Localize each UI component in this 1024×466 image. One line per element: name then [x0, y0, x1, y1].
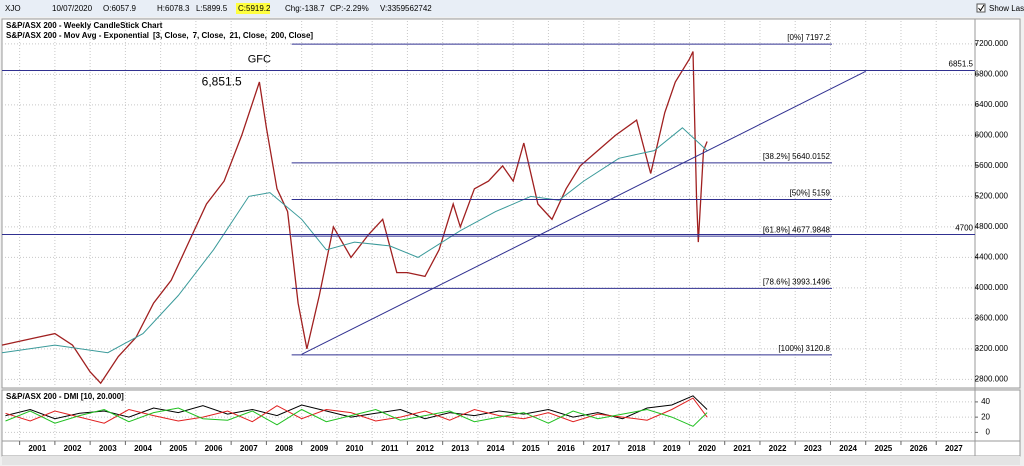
show-last-checkbox[interactable]	[976, 3, 986, 13]
y-tick-label: 0	[986, 427, 991, 436]
y-tick-label: 2800.000	[975, 374, 1009, 383]
trendline	[301, 70, 866, 355]
fib-label: [0%] 7197.2	[787, 33, 830, 42]
x-tick-label: 2026	[910, 444, 928, 453]
change: Chg:-138.7	[285, 4, 325, 13]
y-tick-label: 3600.000	[975, 313, 1009, 322]
checkmark	[978, 4, 985, 12]
symbol: XJO	[5, 4, 21, 13]
change-pct: CP:-2.29%	[330, 4, 369, 13]
low: L:5899.5	[196, 4, 228, 13]
series-line	[5, 397, 708, 424]
x-tick-label: 2027	[945, 444, 963, 453]
y-tick-label: 4400.000	[975, 252, 1009, 261]
x-tick-label: 2013	[451, 444, 469, 453]
pane-title: S&P/ASX 200 - Weekly CandleStick Chart	[6, 21, 163, 30]
series-line	[5, 407, 708, 427]
x-tick-label: 2012	[416, 444, 434, 453]
open: O:6057.9	[103, 4, 136, 13]
x-tick-label: 2007	[240, 444, 258, 453]
x-tick-label: 2024	[839, 444, 857, 453]
x-tick-label: 2002	[64, 444, 82, 453]
x-tick-label: 2021	[733, 444, 751, 453]
y-tick-label: 5200.000	[975, 191, 1009, 200]
x-tick-label: 2016	[557, 444, 575, 453]
series-line	[5, 395, 708, 420]
y-tick-label: 6800.000	[975, 69, 1009, 78]
fib-label: [50%] 5159	[790, 189, 831, 198]
series-line	[1, 127, 708, 354]
ma-legend: [3, Close,	[153, 31, 189, 40]
fib-label: [38.2%] 5640.0152	[763, 152, 831, 161]
x-tick-label: 2025	[874, 444, 892, 453]
fib-label: [100%] 3120.8	[778, 344, 830, 353]
x-tick-label: 2003	[99, 444, 117, 453]
y-tick-label: 7200.000	[975, 39, 1009, 48]
show-last-label[interactable]: Show Last	[989, 4, 1024, 13]
price-pane	[1, 18, 1021, 389]
x-tick-label: 2006	[205, 444, 223, 453]
x-tick-label: 2001	[28, 444, 46, 453]
x-tick-label: 2011	[381, 444, 399, 453]
x-tick-label: 2009	[310, 444, 328, 453]
y-tick-label: 6000.000	[975, 130, 1009, 139]
y-tick-label: 6400.000	[975, 100, 1009, 109]
volume: V:3359562742	[380, 4, 432, 13]
series-line	[1, 51, 708, 385]
x-tick-label: 2018	[628, 444, 646, 453]
scrollbar	[2, 456, 1020, 465]
close-highlight	[236, 3, 270, 14]
x-tick-label: 2015	[522, 444, 540, 453]
x-tick-label: 2010	[346, 444, 364, 453]
x-tick-label: 2005	[169, 444, 187, 453]
x-tick-label: 2017	[592, 444, 610, 453]
y-tick-label: 4800.000	[975, 222, 1009, 231]
ma-legend: 200, Close]	[271, 31, 314, 40]
pane-title: S&P/ASX 200 - DMI [10, 20.000]	[6, 392, 124, 401]
y-tick-label: 3200.000	[975, 344, 1009, 353]
x-tick-label: 2022	[769, 444, 787, 453]
x-axis-strip	[1, 440, 1021, 457]
annotation: GFC	[248, 53, 271, 65]
level-label: 6851.5	[949, 60, 974, 69]
y-tick-label: 40	[981, 397, 990, 406]
x-tick-label: 2008	[275, 444, 293, 453]
ma-legend: 7, Close,	[193, 31, 226, 40]
fib-label: [78.6%] 3993.1496	[763, 278, 831, 287]
level-label: 4700	[955, 224, 973, 233]
ma-legend: S&P/ASX 200 - Mov Avg - Exponential	[6, 31, 149, 40]
x-tick-label: 2020	[698, 444, 716, 453]
high: H:6078.3	[157, 4, 190, 13]
date: 10/07/2020	[52, 4, 93, 13]
y-tick-label: 5600.000	[975, 161, 1009, 170]
y-tick-label: 20	[981, 412, 990, 421]
x-tick-label: 2004	[134, 444, 152, 453]
y-tick-label: 4000.000	[975, 283, 1009, 292]
close: C:5919.2	[238, 4, 271, 13]
fib-label: [61.8%] 4677.9848	[763, 225, 831, 234]
toolbar	[0, 0, 1024, 17]
x-tick-label: 2023	[804, 444, 822, 453]
ma-legend: 21, Close,	[229, 31, 266, 40]
x-tick-label: 2019	[663, 444, 681, 453]
plot-layer: 2800.000 3200.000 3600.000 4000.000 4400.000…	[1, 21, 1009, 453]
annotation: 6,851.5	[202, 75, 242, 89]
x-tick-label: 2014	[487, 444, 505, 453]
